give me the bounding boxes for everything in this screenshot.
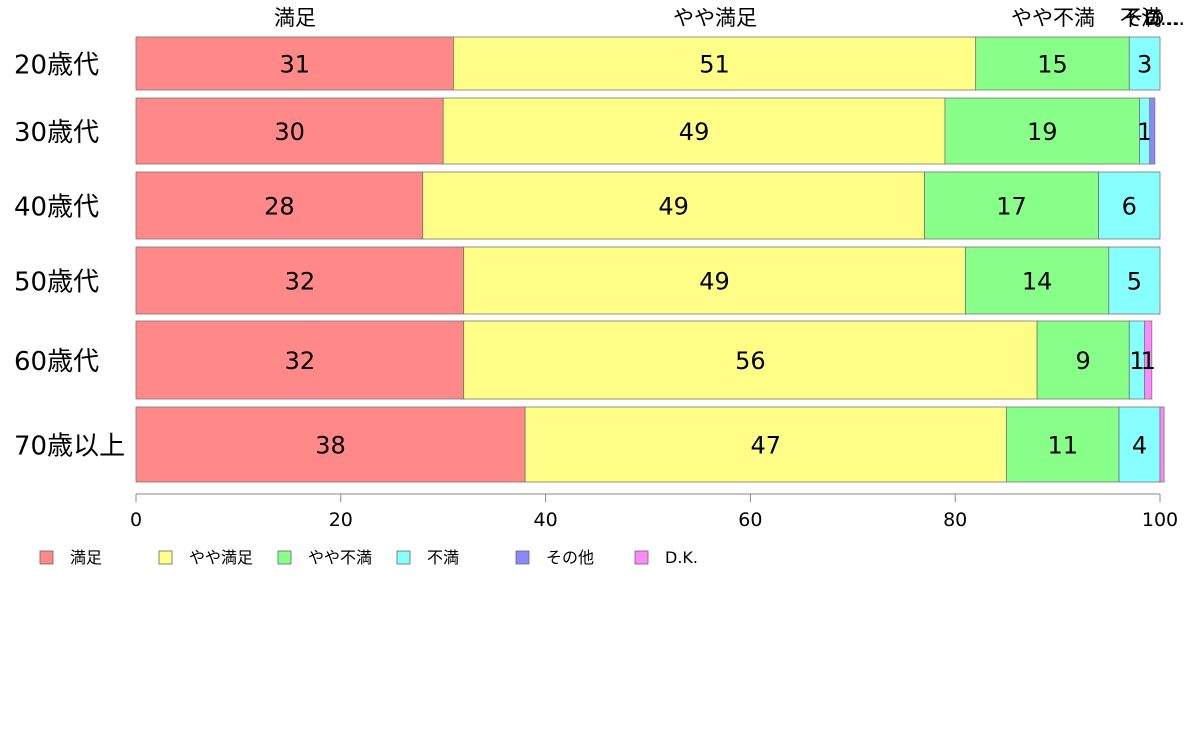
bar-segment [135,406,526,483]
bar-segment [965,246,1110,315]
data-label: 47 [750,432,781,460]
data-label: 28 [264,193,295,221]
data-label: 30 [274,118,305,146]
legend-label: D.K. [665,548,698,567]
category-label: 30歳代 [14,118,99,148]
data-label: 4 [1132,432,1147,460]
data-label: 11 [1047,432,1078,460]
bar-segment [422,171,925,240]
legend: 満足 やや満足 やや不満 不満 その他 D.K. [39,548,698,567]
legend-swatch [39,550,54,565]
legend-label: やや不満 [308,548,372,567]
legend-swatch [515,550,530,565]
category-label: 70歳以上 [14,432,125,462]
top-category-labels: 満足 やや満足 やや不満 不満その...D... [274,6,1185,30]
data-label: 32 [285,347,316,375]
bar-segment [135,246,465,315]
legend-swatch [634,550,649,565]
top-category-label: やや満足 [673,6,757,30]
data-label: 15 [1037,51,1068,79]
top-category-label: その... [1123,6,1185,30]
x-tick-label: 100 [1142,509,1178,531]
bar-segment [1098,171,1161,240]
data-label: 17 [996,193,1027,221]
bar-segment [1149,97,1156,165]
legend-label: 満足 [70,548,102,567]
data-label: 1 [1137,118,1152,146]
bar-segment [975,36,1130,91]
data-label: 51 [699,51,730,79]
bar-segment [135,97,444,165]
legend-swatch [158,550,173,565]
bar-segment [1108,246,1161,315]
x-tick-label: 40 [534,509,558,531]
data-label: 5 [1127,268,1142,296]
top-category-label: 満足 [274,6,316,30]
data-label: 3 [1137,51,1152,79]
x-tick-label: 80 [943,509,967,531]
bar-segment [924,171,1099,240]
top-category-label: 不満 [1120,6,1162,30]
data-label: 14 [1022,268,1053,296]
data-label: 1 [1141,347,1156,375]
top-category-label: やや不満 [1011,6,1095,30]
bar-segment [1128,36,1161,91]
data-label: 31 [279,51,310,79]
bar-segment [1006,406,1120,483]
x-tick-label: 20 [329,509,353,531]
bar-segment [1036,320,1130,400]
row-labels: 20歳代 30歳代 40歳代 50歳代 60歳代 70歳以上 [14,51,125,462]
data-label: 38 [315,432,346,460]
data-label: 19 [1027,118,1058,146]
bar-segment [135,36,454,91]
x-tick-label: 60 [738,509,762,531]
bar-segment [1144,320,1153,400]
bar-segment [135,171,424,240]
bar-segment [944,97,1140,165]
legend-swatch [277,550,292,565]
bar-segment [1159,406,1165,483]
category-label: 50歳代 [14,268,99,298]
data-label: 9 [1076,347,1091,375]
bar-segment [463,246,966,315]
legend-label: その他 [546,548,594,567]
x-tick-label: 0 [130,509,142,531]
x-axis: 0 20 40 60 80 100 [130,493,1178,531]
legend-swatch [396,550,411,565]
bar-segment [1118,406,1161,483]
legend-label: やや満足 [189,548,253,567]
data-label: 49 [679,118,710,146]
data-label: 1 [1129,347,1144,375]
bar-segment [524,406,1007,483]
data-label: 6 [1122,193,1137,221]
bar-segment [442,97,946,165]
category-label: 20歳代 [14,51,99,81]
legend-label: 不満 [427,548,459,567]
data-label: 32 [285,268,316,296]
bar-segment [463,320,1038,400]
category-label: 60歳代 [14,347,99,377]
bar-segment [135,320,465,400]
data-label: 49 [699,268,730,296]
category-label: 40歳代 [14,193,99,223]
data-label: 49 [658,193,689,221]
top-category-label: D... [1144,6,1180,30]
data-label: 56 [735,347,766,375]
